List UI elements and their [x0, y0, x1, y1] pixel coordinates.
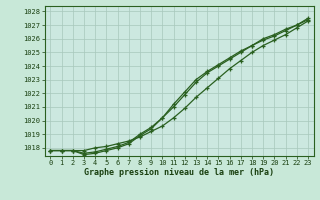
X-axis label: Graphe pression niveau de la mer (hPa): Graphe pression niveau de la mer (hPa) [84, 168, 274, 177]
